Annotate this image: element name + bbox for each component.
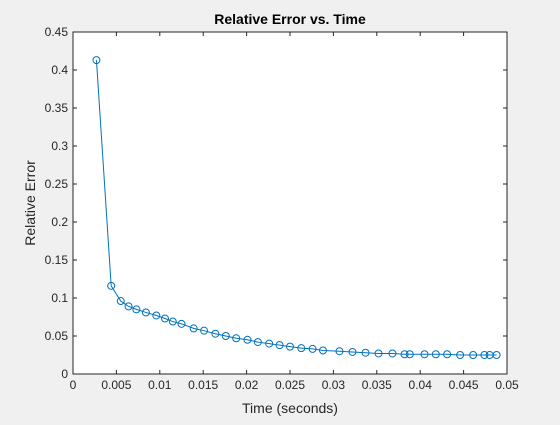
data-point-marker <box>286 342 294 351</box>
y-tick-label: 0.15 <box>45 253 69 267</box>
data-point-marker <box>161 314 170 323</box>
plot-frame <box>72 31 508 375</box>
y-axis-title: Relative Error <box>22 160 38 246</box>
data-point-marker <box>405 350 414 359</box>
x-tick-label: 0.04 <box>409 378 433 392</box>
data-point-marker <box>335 347 344 356</box>
data-point-marker <box>492 351 501 359</box>
data-point-marker <box>152 311 161 320</box>
x-tick-label: 0.05 <box>495 378 519 392</box>
data-point-marker <box>297 344 306 353</box>
data-point-marker <box>400 350 409 359</box>
data-point-marker <box>480 351 489 359</box>
plot-area <box>73 32 507 374</box>
y-tick-label: 0.05 <box>45 329 69 343</box>
data-point-marker <box>107 281 116 290</box>
x-axis-title: Time (seconds) <box>242 400 338 416</box>
data-point-marker <box>221 332 230 340</box>
y-tick-label: 0.2 <box>51 215 68 229</box>
data-point-marker <box>232 334 241 343</box>
data-point-marker <box>116 297 125 306</box>
data-point-marker <box>388 349 397 358</box>
data-point-marker <box>308 344 317 353</box>
data-point-marker <box>141 308 150 317</box>
data-point-marker <box>374 349 383 358</box>
data-point-marker <box>211 329 220 338</box>
x-tick-label: 0 <box>70 378 77 392</box>
data-point-marker <box>92 56 101 65</box>
data-point-marker <box>253 338 262 347</box>
data-point-marker <box>443 350 452 359</box>
x-tick-label: 0.035 <box>362 378 392 392</box>
data-point-marker <box>348 347 357 356</box>
data-point-marker <box>318 346 327 355</box>
data-point-marker <box>469 351 478 359</box>
data-point-marker <box>189 324 198 333</box>
data-point-marker <box>361 348 370 357</box>
data-point-marker <box>200 326 209 335</box>
data-point-marker <box>132 305 141 314</box>
x-tick-label: 0.01 <box>148 378 172 392</box>
chart-title: Relative Error vs. Time <box>214 11 366 27</box>
y-tick-label: 0.3 <box>51 139 68 153</box>
x-tick-label: 0.025 <box>275 378 305 392</box>
data-point-marker <box>177 319 186 328</box>
x-tick-label: 0.015 <box>188 378 218 392</box>
x-tick-label: 0.005 <box>101 378 131 392</box>
data-point-marker <box>456 351 465 359</box>
data-point-marker <box>265 339 274 348</box>
data-point-marker <box>124 302 133 311</box>
data-point-marker <box>275 341 284 350</box>
series-line <box>95 60 497 356</box>
y-tick-label: 0.35 <box>45 101 69 115</box>
data-point-marker <box>243 335 252 344</box>
data-point-marker <box>420 350 429 359</box>
y-tick-label: 0.45 <box>45 25 69 39</box>
y-tick-label: 0.4 <box>51 63 68 77</box>
y-tick-label: 0 <box>61 367 68 381</box>
data-point-marker <box>431 350 440 359</box>
y-tick-label: 0.25 <box>45 177 69 191</box>
x-tick-label: 0.03 <box>322 378 346 392</box>
x-tick-label: 0.02 <box>235 378 259 392</box>
x-tick-label: 0.045 <box>449 378 479 392</box>
data-point-marker <box>168 317 177 326</box>
y-tick-label: 0.1 <box>51 291 68 305</box>
